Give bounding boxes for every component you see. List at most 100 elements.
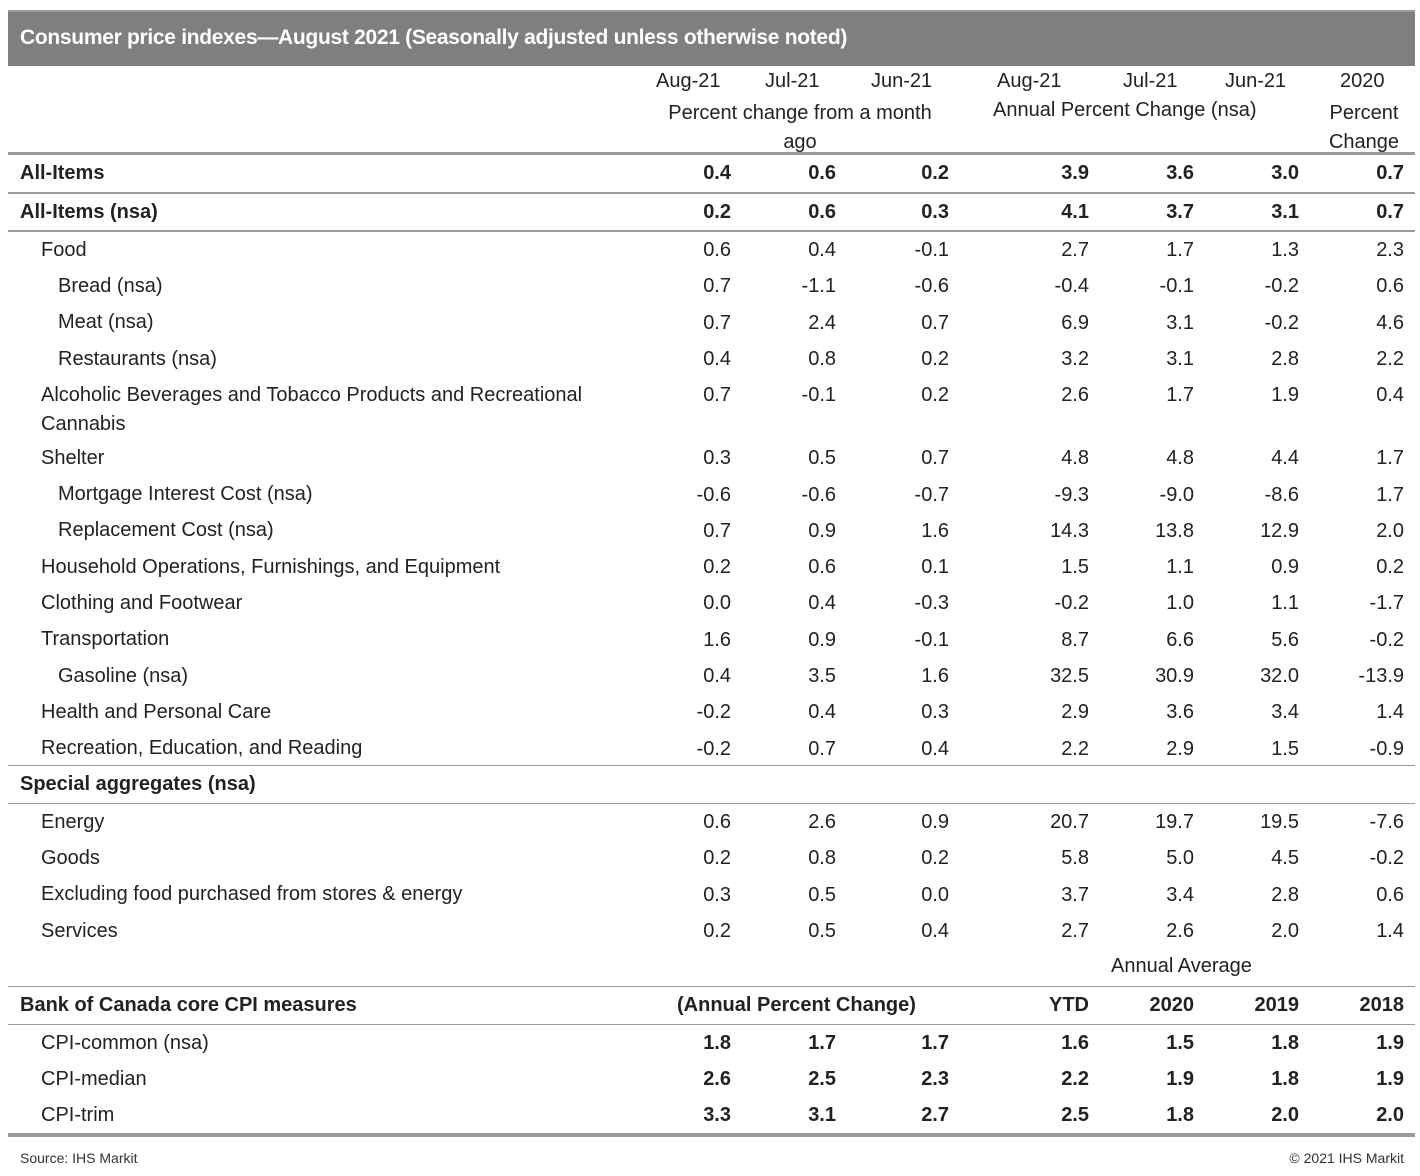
row-label: Food	[41, 238, 87, 261]
row-value: 0.2	[703, 919, 731, 942]
row-value: 1.5	[1061, 556, 1089, 579]
row-label: All-Items (nsa)	[20, 200, 158, 223]
row-label: CPI-trim	[41, 1103, 115, 1126]
row-label: Health and Personal Care	[41, 700, 272, 723]
row-value: -0.2	[1264, 275, 1299, 298]
row-value: 32.5	[1050, 665, 1089, 687]
table-row: Energy 0.6 2.6 0.9 20.7 19.7 19.5 -7.6	[0, 804, 1420, 840]
row-value: 0.7	[703, 519, 731, 542]
row-value: 3.6	[1166, 701, 1194, 724]
table-row: Shelter 0.3 0.5 0.7 4.8 4.8 4.4 1.7	[0, 440, 1420, 476]
group-header-monthly: Percent change from a month ago	[668, 102, 932, 153]
row-value: 3.1	[1166, 311, 1194, 334]
copyright-note: © 2021 IHS Markit	[1289, 1150, 1404, 1166]
row-value: 2.6	[1061, 384, 1089, 407]
col-header-aug21-annual: Aug-21	[997, 70, 1062, 92]
row-value: 1.8	[703, 1032, 731, 1054]
row-value: -0.1	[1159, 275, 1194, 298]
row-value: 3.6	[1166, 162, 1194, 184]
row-value: 0.4	[1376, 384, 1404, 407]
row-value: 0.7	[703, 311, 731, 334]
row-value: 3.2	[1061, 347, 1089, 370]
row-value: -0.2	[696, 737, 731, 760]
row-value: 0.4	[703, 665, 731, 687]
row-value: 0.3	[921, 201, 949, 223]
row-value: 2.7	[1061, 239, 1089, 261]
row-value: 3.9	[1061, 162, 1089, 184]
annual-average-label: Annual Average	[1111, 955, 1252, 977]
row-label: Replacement Cost (nsa)	[58, 519, 274, 542]
row-value: 4.8	[1061, 447, 1089, 470]
row-value: 2.7	[921, 1104, 949, 1126]
row-value: 0.7	[921, 311, 949, 334]
row-label: Mortgage Interest Cost (nsa)	[58, 483, 313, 506]
core-col-header: 2019	[1254, 994, 1300, 1016]
row-value: 0.4	[921, 737, 949, 760]
row-value: 1.6	[703, 628, 731, 651]
row-value: 3.1	[1166, 347, 1194, 370]
table-row: Gasoline (nsa) 0.4 3.5 1.6 32.5 30.9 32.0 -13.9	[0, 658, 1420, 694]
row-value: 1.7	[1166, 239, 1194, 261]
row-value: 1.7	[1376, 447, 1404, 470]
row-value: 1.8	[1271, 1032, 1299, 1054]
row-value: 2.5	[1061, 1104, 1089, 1126]
row-value: -13.9	[1358, 665, 1404, 687]
table-row: Meat (nsa) 0.7 2.4 0.7 6.9 3.1 -0.2 4.6	[0, 305, 1420, 341]
row-value: 1.8	[1166, 1104, 1194, 1126]
row-value: 1.7	[808, 1032, 836, 1054]
row-value: 0.6	[703, 239, 731, 261]
row-value: 3.4	[1271, 701, 1299, 724]
row-value: 0.4	[808, 592, 836, 615]
row-value: 0.7	[1376, 162, 1404, 184]
row-value: 0.8	[808, 847, 836, 870]
row-value: 4.6	[1376, 311, 1404, 334]
row-value: -0.7	[914, 483, 949, 506]
row-value: 5.0	[1166, 847, 1194, 870]
row-label: Shelter	[41, 446, 105, 469]
row-value: -0.6	[914, 275, 949, 298]
row-value: 2.9	[1166, 737, 1194, 760]
row-value: 0.9	[808, 519, 836, 542]
row-value: 2.8	[1271, 883, 1299, 906]
table-row: Mortgage Interest Cost (nsa) -0.6 -0.6 -0.7…	[0, 477, 1420, 513]
row-value: 2.3	[921, 1068, 949, 1090]
row-value: 2.2	[1376, 347, 1404, 370]
col-header-jun21-annual: Jun-21	[1225, 70, 1287, 92]
table-row: Bread (nsa) 0.7 -1.1 -0.6 -0.4 -0.1 -0.2 0.6	[0, 268, 1420, 304]
source-note: Source: IHS Markit	[20, 1150, 138, 1166]
table-row: Goods 0.2 0.8 0.2 5.8 5.0 4.5 -0.2	[0, 840, 1420, 876]
row-value: 0.6	[808, 556, 836, 579]
row-value: 0.4	[703, 347, 731, 370]
row-label: Bread (nsa)	[58, 274, 163, 297]
table-row: Replacement Cost (nsa) 0.7 0.9 1.6 14.3 13.8 1…	[0, 513, 1420, 549]
row-value: 1.9	[1376, 1068, 1404, 1090]
row-value: 0.4	[921, 919, 949, 942]
col-header-aug21-monthly: Aug-21	[656, 70, 721, 92]
row-value: 2.3	[1376, 239, 1404, 261]
row-value: 6.6	[1166, 628, 1194, 651]
row-value: 1.1	[1166, 556, 1194, 579]
core-col-header: 2020	[1149, 994, 1195, 1016]
row-value: 4.8	[1166, 447, 1194, 470]
table-title: Consumer price indexes—August 2021 (Seas…	[20, 26, 848, 49]
row-label: Restaurants (nsa)	[58, 347, 217, 370]
row-divider	[8, 765, 1415, 766]
row-value: 3.7	[1061, 883, 1089, 906]
row-value: 4.5	[1271, 847, 1299, 870]
row-value: 2.0	[1376, 1104, 1404, 1126]
row-value: -0.2	[1054, 592, 1089, 615]
row-value: 0.9	[1271, 556, 1299, 579]
row-value: 0.3	[921, 701, 949, 724]
row-value: -0.2	[696, 701, 731, 724]
row-value: 3.5	[808, 665, 836, 687]
row-value: -0.9	[1369, 737, 1404, 760]
row-value: -9.3	[1054, 483, 1089, 506]
row-value: 1.5	[1271, 737, 1299, 760]
row-value: -0.2	[1264, 311, 1299, 334]
table-row: Restaurants (nsa) 0.4 0.8 0.2 3.2 3.1 2.8 2.2	[0, 341, 1420, 377]
col-header-jul21-monthly: Jul-21	[765, 70, 820, 92]
row-label: Meat (nsa)	[58, 311, 154, 334]
row-value: 1.9	[1376, 1032, 1404, 1054]
core-subtitle: (Annual Percent Change)	[677, 994, 916, 1016]
row-value: 6.9	[1061, 311, 1089, 334]
